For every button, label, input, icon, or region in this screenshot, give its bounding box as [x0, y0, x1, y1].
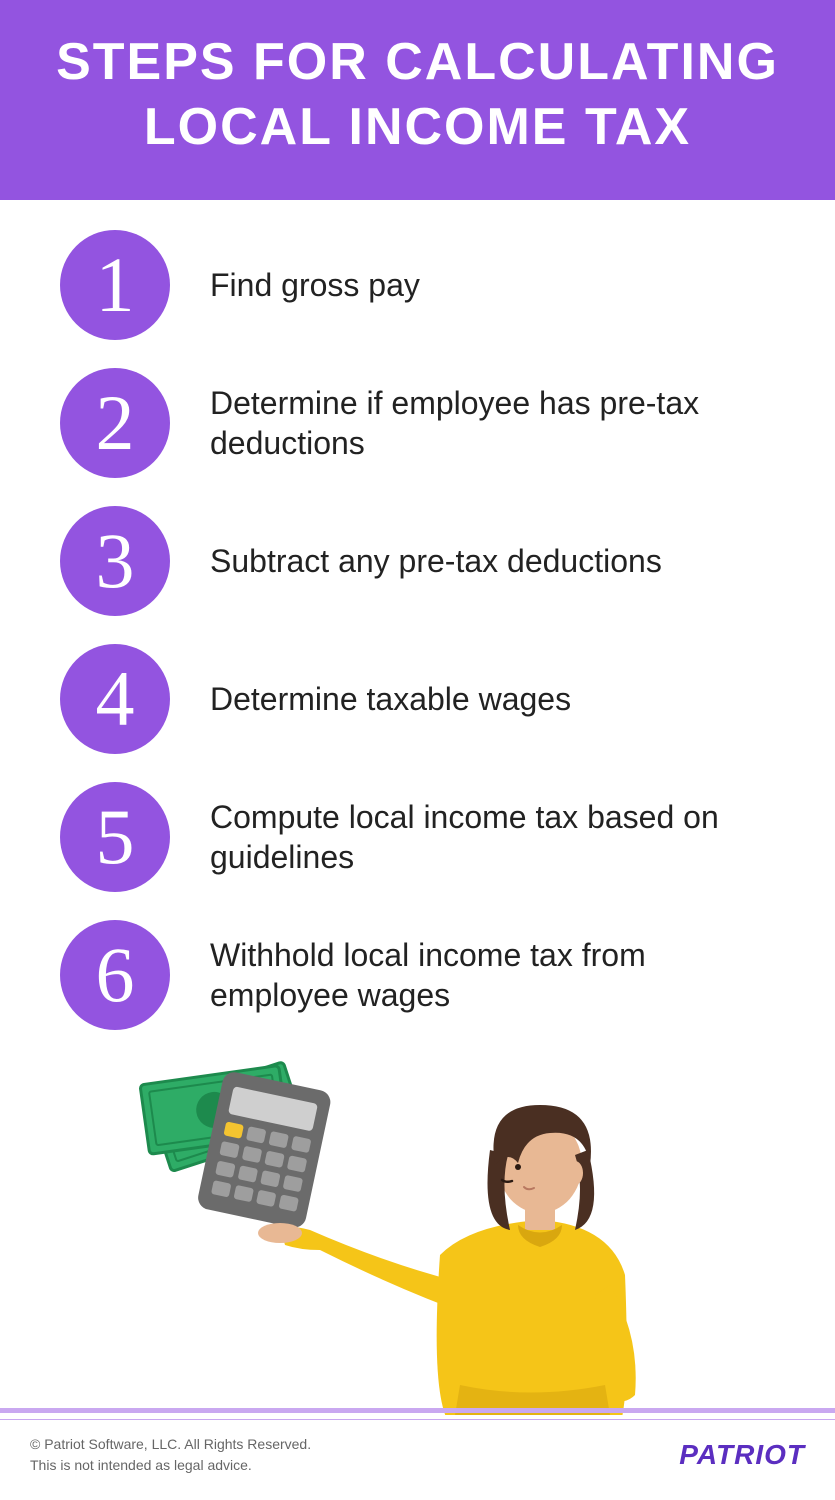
step-description: Determine if employee has pre-tax deduct… [210, 383, 775, 463]
footer-legal: © Patriot Software, LLC. All Rights Rese… [30, 1434, 311, 1476]
step-number: 5 [96, 792, 135, 882]
step-number-circle: 2 [60, 368, 170, 478]
step-number: 4 [96, 654, 135, 744]
step-item: 1 Find gross pay [60, 230, 775, 340]
footer-content: © Patriot Software, LLC. All Rights Rese… [0, 1420, 835, 1500]
step-number-circle: 6 [60, 920, 170, 1030]
step-number: 2 [96, 378, 135, 468]
step-item: 3 Subtract any pre-tax deductions [60, 506, 775, 616]
steps-list: 1 Find gross pay 2 Determine if employee… [0, 200, 835, 1030]
step-item: 6 Withhold local income tax from employe… [60, 920, 775, 1030]
step-number-circle: 5 [60, 782, 170, 892]
step-number-circle: 3 [60, 506, 170, 616]
step-description: Find gross pay [210, 265, 420, 305]
step-item: 2 Determine if employee has pre-tax dedu… [60, 368, 775, 478]
footer-disclaimer: This is not intended as legal advice. [30, 1455, 311, 1476]
page-title: STEPS FOR CALCULATING LOCAL INCOME TAX [20, 30, 815, 160]
step-item: 5 Compute local income tax based on guid… [60, 782, 775, 892]
step-description: Determine taxable wages [210, 679, 571, 719]
footer: © Patriot Software, LLC. All Rights Rese… [0, 1408, 835, 1500]
illustration-woman-calculator [130, 1055, 690, 1415]
header-banner: STEPS FOR CALCULATING LOCAL INCOME TAX [0, 0, 835, 200]
step-number: 3 [96, 516, 135, 606]
step-number: 6 [96, 930, 135, 1020]
footer-copyright: © Patriot Software, LLC. All Rights Rese… [30, 1434, 311, 1455]
step-description: Compute local income tax based on guidel… [210, 797, 775, 877]
step-number-circle: 4 [60, 644, 170, 754]
brand-logo: PATRIOT [679, 1439, 805, 1471]
step-number-circle: 1 [60, 230, 170, 340]
step-item: 4 Determine taxable wages [60, 644, 775, 754]
step-description: Withhold local income tax from employee … [210, 935, 775, 1015]
step-number: 1 [96, 240, 135, 330]
footer-divider-thick [0, 1408, 835, 1413]
step-description: Subtract any pre-tax deductions [210, 541, 662, 581]
